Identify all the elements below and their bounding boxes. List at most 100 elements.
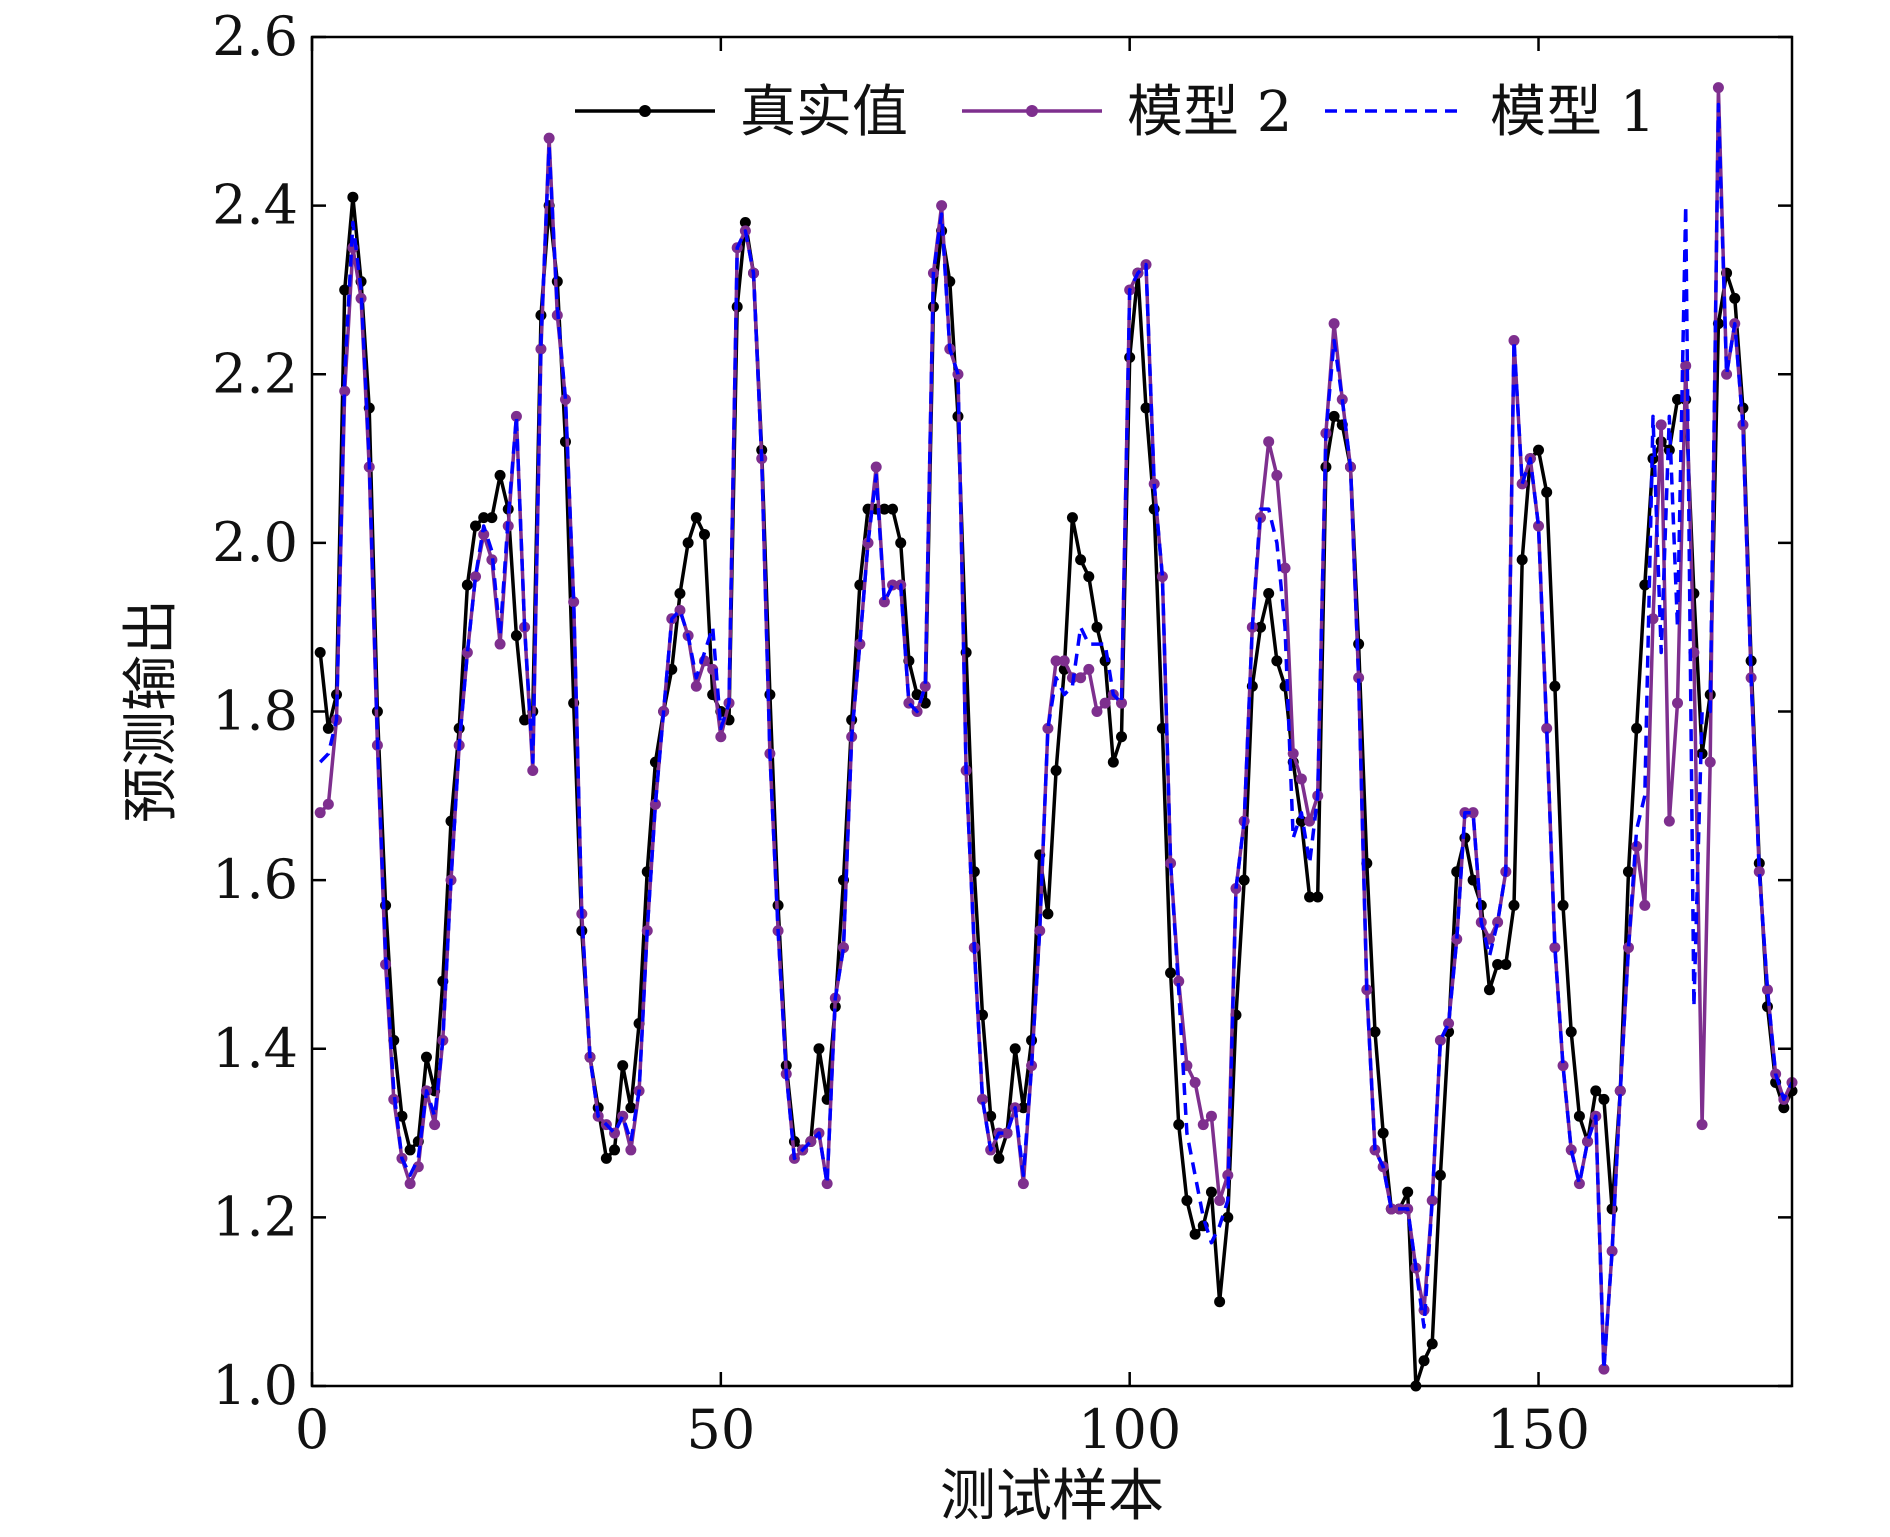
- data-point: [1304, 815, 1316, 827]
- x-axis-label: 测试样本: [940, 1464, 1164, 1529]
- legend-item-2: 模型 2: [962, 80, 1292, 145]
- data-point: [1451, 933, 1463, 945]
- legend-label: 真实值: [740, 80, 908, 145]
- data-point: [1753, 866, 1765, 878]
- data-point: [1165, 967, 1177, 979]
- data-point: [1483, 984, 1495, 996]
- data-point: [1696, 1119, 1708, 1131]
- data-point: [600, 1152, 612, 1164]
- data-point: [1156, 571, 1168, 583]
- y-tick-label: 2.4: [212, 174, 298, 237]
- data-point: [1377, 1127, 1389, 1139]
- data-point: [470, 520, 482, 532]
- data-point: [1672, 697, 1684, 709]
- data-point: [698, 528, 710, 540]
- y-tick-label: 1.4: [212, 1017, 298, 1080]
- data-point: [1116, 697, 1128, 709]
- x-tick-label: 150: [1487, 1398, 1590, 1461]
- data-point: [625, 1102, 637, 1114]
- data-point: [559, 394, 571, 406]
- y-tick-label: 1.8: [212, 680, 298, 743]
- data-point: [1181, 1195, 1193, 1207]
- data-point: [404, 1144, 416, 1156]
- data-point: [813, 1043, 825, 1055]
- data-point: [470, 571, 482, 583]
- data-point: [1614, 1085, 1626, 1097]
- data-point: [862, 537, 874, 549]
- data-point: [1189, 1228, 1201, 1240]
- data-point: [887, 503, 899, 515]
- data-point: [1214, 1195, 1226, 1207]
- series-layer: [314, 82, 1798, 1392]
- y-tick-label: 2.2: [212, 342, 298, 405]
- data-point: [1573, 1110, 1585, 1122]
- data-point: [461, 579, 473, 591]
- y-axis-label: 预测输出: [119, 599, 184, 823]
- data-point: [322, 722, 334, 734]
- legend-label: 模型 1: [1490, 80, 1655, 145]
- data-point: [1091, 621, 1103, 633]
- data-point: [895, 537, 907, 549]
- x-tick-label: 50: [686, 1398, 755, 1461]
- x-tick-label: 100: [1078, 1398, 1181, 1461]
- data-point: [1500, 958, 1512, 970]
- data-point: [837, 942, 849, 954]
- data-point: [1712, 82, 1724, 94]
- data-point: [1058, 655, 1070, 667]
- data-point: [1418, 1355, 1430, 1367]
- data-point: [494, 469, 506, 481]
- legend-label: 模型 2: [1127, 80, 1292, 145]
- data-point: [870, 461, 882, 473]
- data-point: [1557, 1060, 1569, 1072]
- ticks-layer: 0 50 100 150 1.0 1.2 1.4 1.6 1.8 2.0 2.2 2.4 2.6: [212, 5, 1792, 1461]
- data-point: [821, 1178, 833, 1190]
- data-point: [1083, 571, 1095, 583]
- data-point: [1492, 916, 1504, 928]
- data-point: [690, 512, 702, 524]
- data-point: [1508, 335, 1520, 347]
- y-tick-label: 1.2: [212, 1185, 298, 1248]
- data-point: [1205, 1110, 1217, 1122]
- data-point: [1214, 1296, 1226, 1308]
- data-point: [1279, 562, 1291, 574]
- data-point: [1680, 360, 1692, 372]
- data-point: [1189, 1076, 1201, 1088]
- data-point: [1655, 419, 1667, 431]
- data-point: [674, 587, 686, 599]
- data-point: [1434, 1034, 1446, 1046]
- data-point: [1173, 975, 1185, 987]
- data-point: [617, 1060, 629, 1072]
- data-point: [1050, 655, 1062, 667]
- y-tick-label: 2.6: [212, 5, 298, 68]
- data-point: [1009, 1043, 1021, 1055]
- data-point: [1402, 1186, 1414, 1198]
- series-2: [314, 82, 1798, 1375]
- data-point: [429, 1119, 441, 1131]
- y-tick-label: 2.0: [212, 511, 298, 574]
- data-point: [1328, 410, 1340, 422]
- data-point: [1238, 874, 1250, 886]
- data-point: [1083, 663, 1095, 675]
- data-point: [1263, 436, 1275, 448]
- data-point: [1598, 1363, 1610, 1375]
- data-point: [682, 537, 694, 549]
- data-point: [1426, 1338, 1438, 1350]
- data-point: [1255, 512, 1267, 524]
- data-point: [985, 1110, 997, 1122]
- data-point: [1148, 478, 1160, 490]
- data-point: [1099, 697, 1111, 709]
- data-point: [649, 798, 661, 810]
- data-point: [1271, 655, 1283, 667]
- data-point: [1026, 1060, 1038, 1072]
- data-point: [976, 1093, 988, 1105]
- data-point: [911, 689, 923, 701]
- data-point: [535, 343, 547, 355]
- data-point: [1295, 773, 1307, 785]
- data-point: [1075, 672, 1087, 684]
- data-point: [1385, 1203, 1397, 1215]
- data-point: [715, 731, 727, 743]
- data-point: [1328, 318, 1340, 330]
- data-point: [690, 680, 702, 692]
- data-point: [993, 1152, 1005, 1164]
